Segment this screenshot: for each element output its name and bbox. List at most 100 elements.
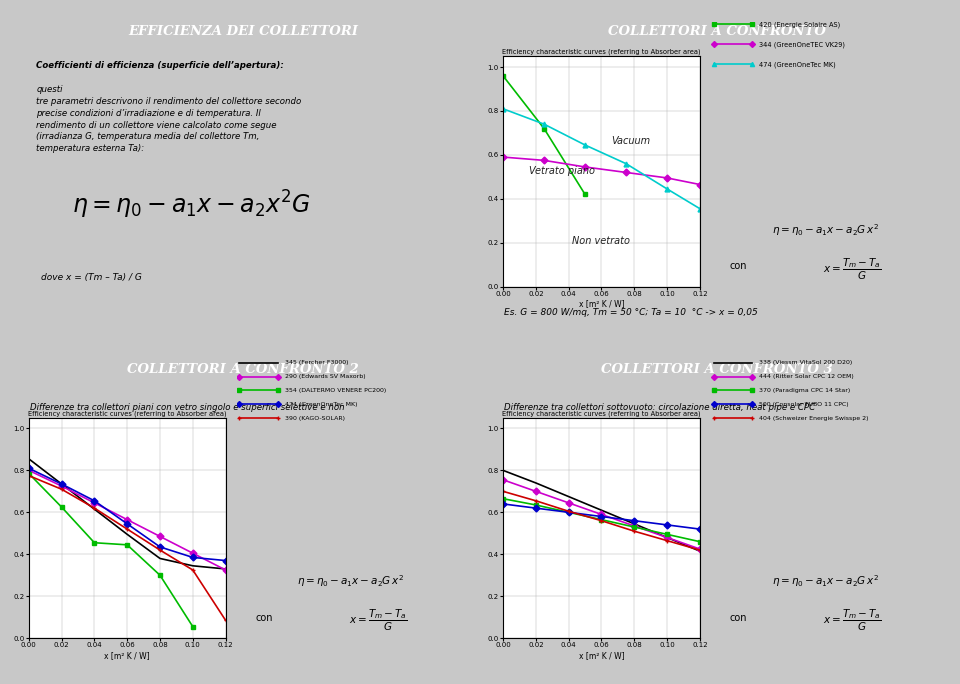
474 (GreenOneTec MK) [187, 553, 199, 562]
474 (GreenOneTec MK) [88, 497, 100, 505]
Text: con: con [255, 613, 273, 622]
X-axis label: x [m² K / W]: x [m² K / W] [579, 651, 624, 660]
345 (Fercher F3000) [88, 505, 100, 513]
Text: 420 (Energie Solaire AS): 420 (Energie Solaire AS) [759, 21, 840, 28]
Text: $\eta = \eta_0 - a_1 x - a_2 G\, x^2$: $\eta = \eta_0 - a_1 x - a_2 G\, x^2$ [772, 574, 878, 590]
404 (Schweizer Energie Swisspe 2) [661, 536, 673, 544]
Line: 338 (Viessm VitaSol 200 D20): 338 (Viessm VitaSol 200 D20) [503, 471, 700, 551]
Title: Efficiency characteristic curves (referring to Absorber area): Efficiency characteristic curves (referr… [28, 410, 227, 417]
474 (GreenOneTec MK) [56, 480, 67, 488]
420 (Energie Solaire AS) [539, 124, 550, 133]
Text: Vetrato piano: Vetrato piano [529, 166, 595, 176]
Text: 354 (DALTERMO VENERE PC200): 354 (DALTERMO VENERE PC200) [285, 388, 386, 393]
Text: questi
tre parametri descrivono il rendimento del collettore secondo
precise con: questi tre parametri descrivono il rendi… [36, 86, 301, 153]
500 (Consolar TUBO 11 CPC) [629, 516, 640, 525]
344 (GreenOneTEC VK29) [497, 153, 509, 161]
Text: COLLETTORI A CONFRONTO 3: COLLETTORI A CONFRONTO 3 [601, 363, 833, 376]
Text: EFFICIENZA DEI COLLETTORI: EFFICIENZA DEI COLLETTORI [128, 25, 358, 38]
500 (Consolar TUBO 11 CPC) [563, 508, 574, 516]
370 (Paradigma CPC 14 Star) [497, 495, 509, 503]
290 (Edwards SV Maxorb) [56, 482, 67, 490]
474 (GreenOneTec MK) [539, 120, 550, 128]
Text: COLLETTORI A CONFRONTO 2: COLLETTORI A CONFRONTO 2 [127, 363, 359, 376]
444 (Ritter Solar CPC 12 OEM) [694, 545, 706, 553]
290 (Edwards SV Maxorb) [187, 549, 199, 557]
Line: 354 (DALTERMO VENERE PC200): 354 (DALTERMO VENERE PC200) [26, 471, 195, 629]
345 (Fercher F3000) [155, 554, 166, 562]
354 (DALTERMO VENERE PC200) [56, 503, 67, 511]
Line: 390 (KAGO-SOLAR): 390 (KAGO-SOLAR) [26, 473, 228, 622]
Text: Differenze tra collettori piani con vetro singolo e superfici selettive e non: Differenze tra collettori piani con vetr… [30, 403, 345, 412]
X-axis label: x [m² K / W]: x [m² K / W] [105, 651, 150, 660]
Text: 390 (KAGO-SOLAR): 390 (KAGO-SOLAR) [285, 416, 345, 421]
Text: $\eta = \eta_0 - a_1 x - a_2 G\, x^2$: $\eta = \eta_0 - a_1 x - a_2 G\, x^2$ [298, 574, 404, 590]
Line: 370 (Paradigma CPC 14 Star): 370 (Paradigma CPC 14 Star) [500, 497, 703, 544]
420 (Energie Solaire AS) [497, 72, 509, 80]
404 (Schweizer Energie Swisspe 2) [530, 497, 541, 505]
290 (Edwards SV Maxorb) [121, 516, 132, 524]
404 (Schweizer Energie Swisspe 2) [595, 516, 608, 525]
370 (Paradigma CPC 14 Star) [694, 538, 706, 546]
338 (Viessm VitaSol 200 D20) [497, 466, 509, 475]
354 (DALTERMO VENERE PC200) [23, 469, 35, 477]
390 (KAGO-SOLAR) [155, 546, 166, 554]
Text: Non vetrato: Non vetrato [572, 236, 630, 246]
444 (Ritter Solar CPC 12 OEM) [595, 510, 608, 518]
Text: $x = \dfrac{T_m - T_a}{G}$: $x = \dfrac{T_m - T_a}{G}$ [823, 256, 882, 282]
Text: 500 (Consolar TUBO 11 CPC): 500 (Consolar TUBO 11 CPC) [759, 402, 849, 407]
Line: 344 (GreenOneTEC VK29): 344 (GreenOneTEC VK29) [500, 155, 703, 187]
Text: 474 (GreenOneTec MK): 474 (GreenOneTec MK) [285, 402, 357, 407]
Text: 344 (GreenOneTEC VK29): 344 (GreenOneTEC VK29) [759, 41, 845, 48]
Text: COLLETTORI A CONFRONTO: COLLETTORI A CONFRONTO [609, 25, 826, 38]
Text: Vacuum: Vacuum [612, 136, 651, 146]
370 (Paradigma CPC 14 Star) [661, 530, 673, 538]
390 (KAGO-SOLAR) [56, 485, 67, 493]
Text: 338 (Viessm VitaSol 200 D20): 338 (Viessm VitaSol 200 D20) [759, 360, 852, 365]
Text: 370 (Paradigma CPC 14 Star): 370 (Paradigma CPC 14 Star) [759, 388, 851, 393]
Line: 290 (Edwards SV Maxorb): 290 (Edwards SV Maxorb) [26, 468, 228, 573]
500 (Consolar TUBO 11 CPC) [694, 525, 706, 534]
Text: $\eta = \eta_0 - a_1 x - a_2 x^2 G$: $\eta = \eta_0 - a_1 x - a_2 x^2 G$ [72, 189, 311, 221]
345 (Fercher F3000) [56, 480, 67, 488]
Title: Efficiency characteristic curves (referring to Absorber area): Efficiency characteristic curves (referr… [502, 49, 701, 55]
444 (Ritter Solar CPC 12 OEM) [497, 475, 509, 484]
344 (GreenOneTEC VK29) [661, 174, 673, 182]
Text: Es. G = 800 W/mq, Tm = 50 °C; Ta = 10  °C -> x = 0,05: Es. G = 800 W/mq, Tm = 50 °C; Ta = 10 °C… [504, 308, 758, 317]
474 (GreenOneTec MK) [620, 159, 632, 168]
338 (Viessm VitaSol 200 D20) [629, 520, 640, 528]
370 (Paradigma CPC 14 Star) [563, 508, 574, 516]
444 (Ritter Solar CPC 12 OEM) [563, 499, 574, 507]
345 (Fercher F3000) [23, 455, 35, 463]
474 (GreenOneTec MK) [121, 520, 132, 528]
Line: 474 (GreenOneTec MK): 474 (GreenOneTec MK) [26, 466, 228, 563]
344 (GreenOneTEC VK29) [620, 168, 632, 176]
404 (Schweizer Energie Swisspe 2) [497, 487, 509, 495]
354 (DALTERMO VENERE PC200) [88, 538, 100, 547]
474 (GreenOneTec MK) [694, 205, 706, 213]
290 (Edwards SV Maxorb) [155, 532, 166, 540]
390 (KAGO-SOLAR) [88, 504, 100, 512]
Text: con: con [730, 613, 747, 622]
Text: $\eta = \eta_0 - a_1 x - a_2 G\, x^2$: $\eta = \eta_0 - a_1 x - a_2 G\, x^2$ [772, 222, 878, 238]
474 (GreenOneTec MK) [220, 557, 231, 565]
Text: 404 (Schweizer Energie Swisspe 2): 404 (Schweizer Energie Swisspe 2) [759, 416, 869, 421]
444 (Ritter Solar CPC 12 OEM) [629, 522, 640, 530]
404 (Schweizer Energie Swisspe 2) [629, 527, 640, 536]
474 (GreenOneTec MK) [497, 105, 509, 113]
Line: 404 (Schweizer Energie Swisspe 2): 404 (Schweizer Energie Swisspe 2) [500, 489, 703, 553]
Text: Coefficienti di efficienza (superficie dell’apertura):: Coefficienti di efficienza (superficie d… [36, 62, 284, 70]
500 (Consolar TUBO 11 CPC) [497, 500, 509, 508]
354 (DALTERMO VENERE PC200) [155, 571, 166, 579]
290 (Edwards SV Maxorb) [220, 566, 231, 574]
390 (KAGO-SOLAR) [187, 566, 199, 574]
370 (Paradigma CPC 14 Star) [530, 501, 541, 509]
Text: 444 (Ritter Solar CPC 12 OEM): 444 (Ritter Solar CPC 12 OEM) [759, 374, 853, 379]
Text: 474 (GreenOneTec MK): 474 (GreenOneTec MK) [759, 61, 836, 68]
404 (Schweizer Energie Swisspe 2) [563, 507, 574, 515]
370 (Paradigma CPC 14 Star) [595, 516, 608, 524]
Text: 290 (Edwards SV Maxorb): 290 (Edwards SV Maxorb) [285, 374, 366, 379]
Line: 474 (GreenOneTec MK): 474 (GreenOneTec MK) [500, 106, 703, 211]
344 (GreenOneTEC VK29) [694, 181, 706, 189]
370 (Paradigma CPC 14 Star) [629, 523, 640, 531]
Text: 345 (Fercher F3000): 345 (Fercher F3000) [285, 360, 348, 365]
